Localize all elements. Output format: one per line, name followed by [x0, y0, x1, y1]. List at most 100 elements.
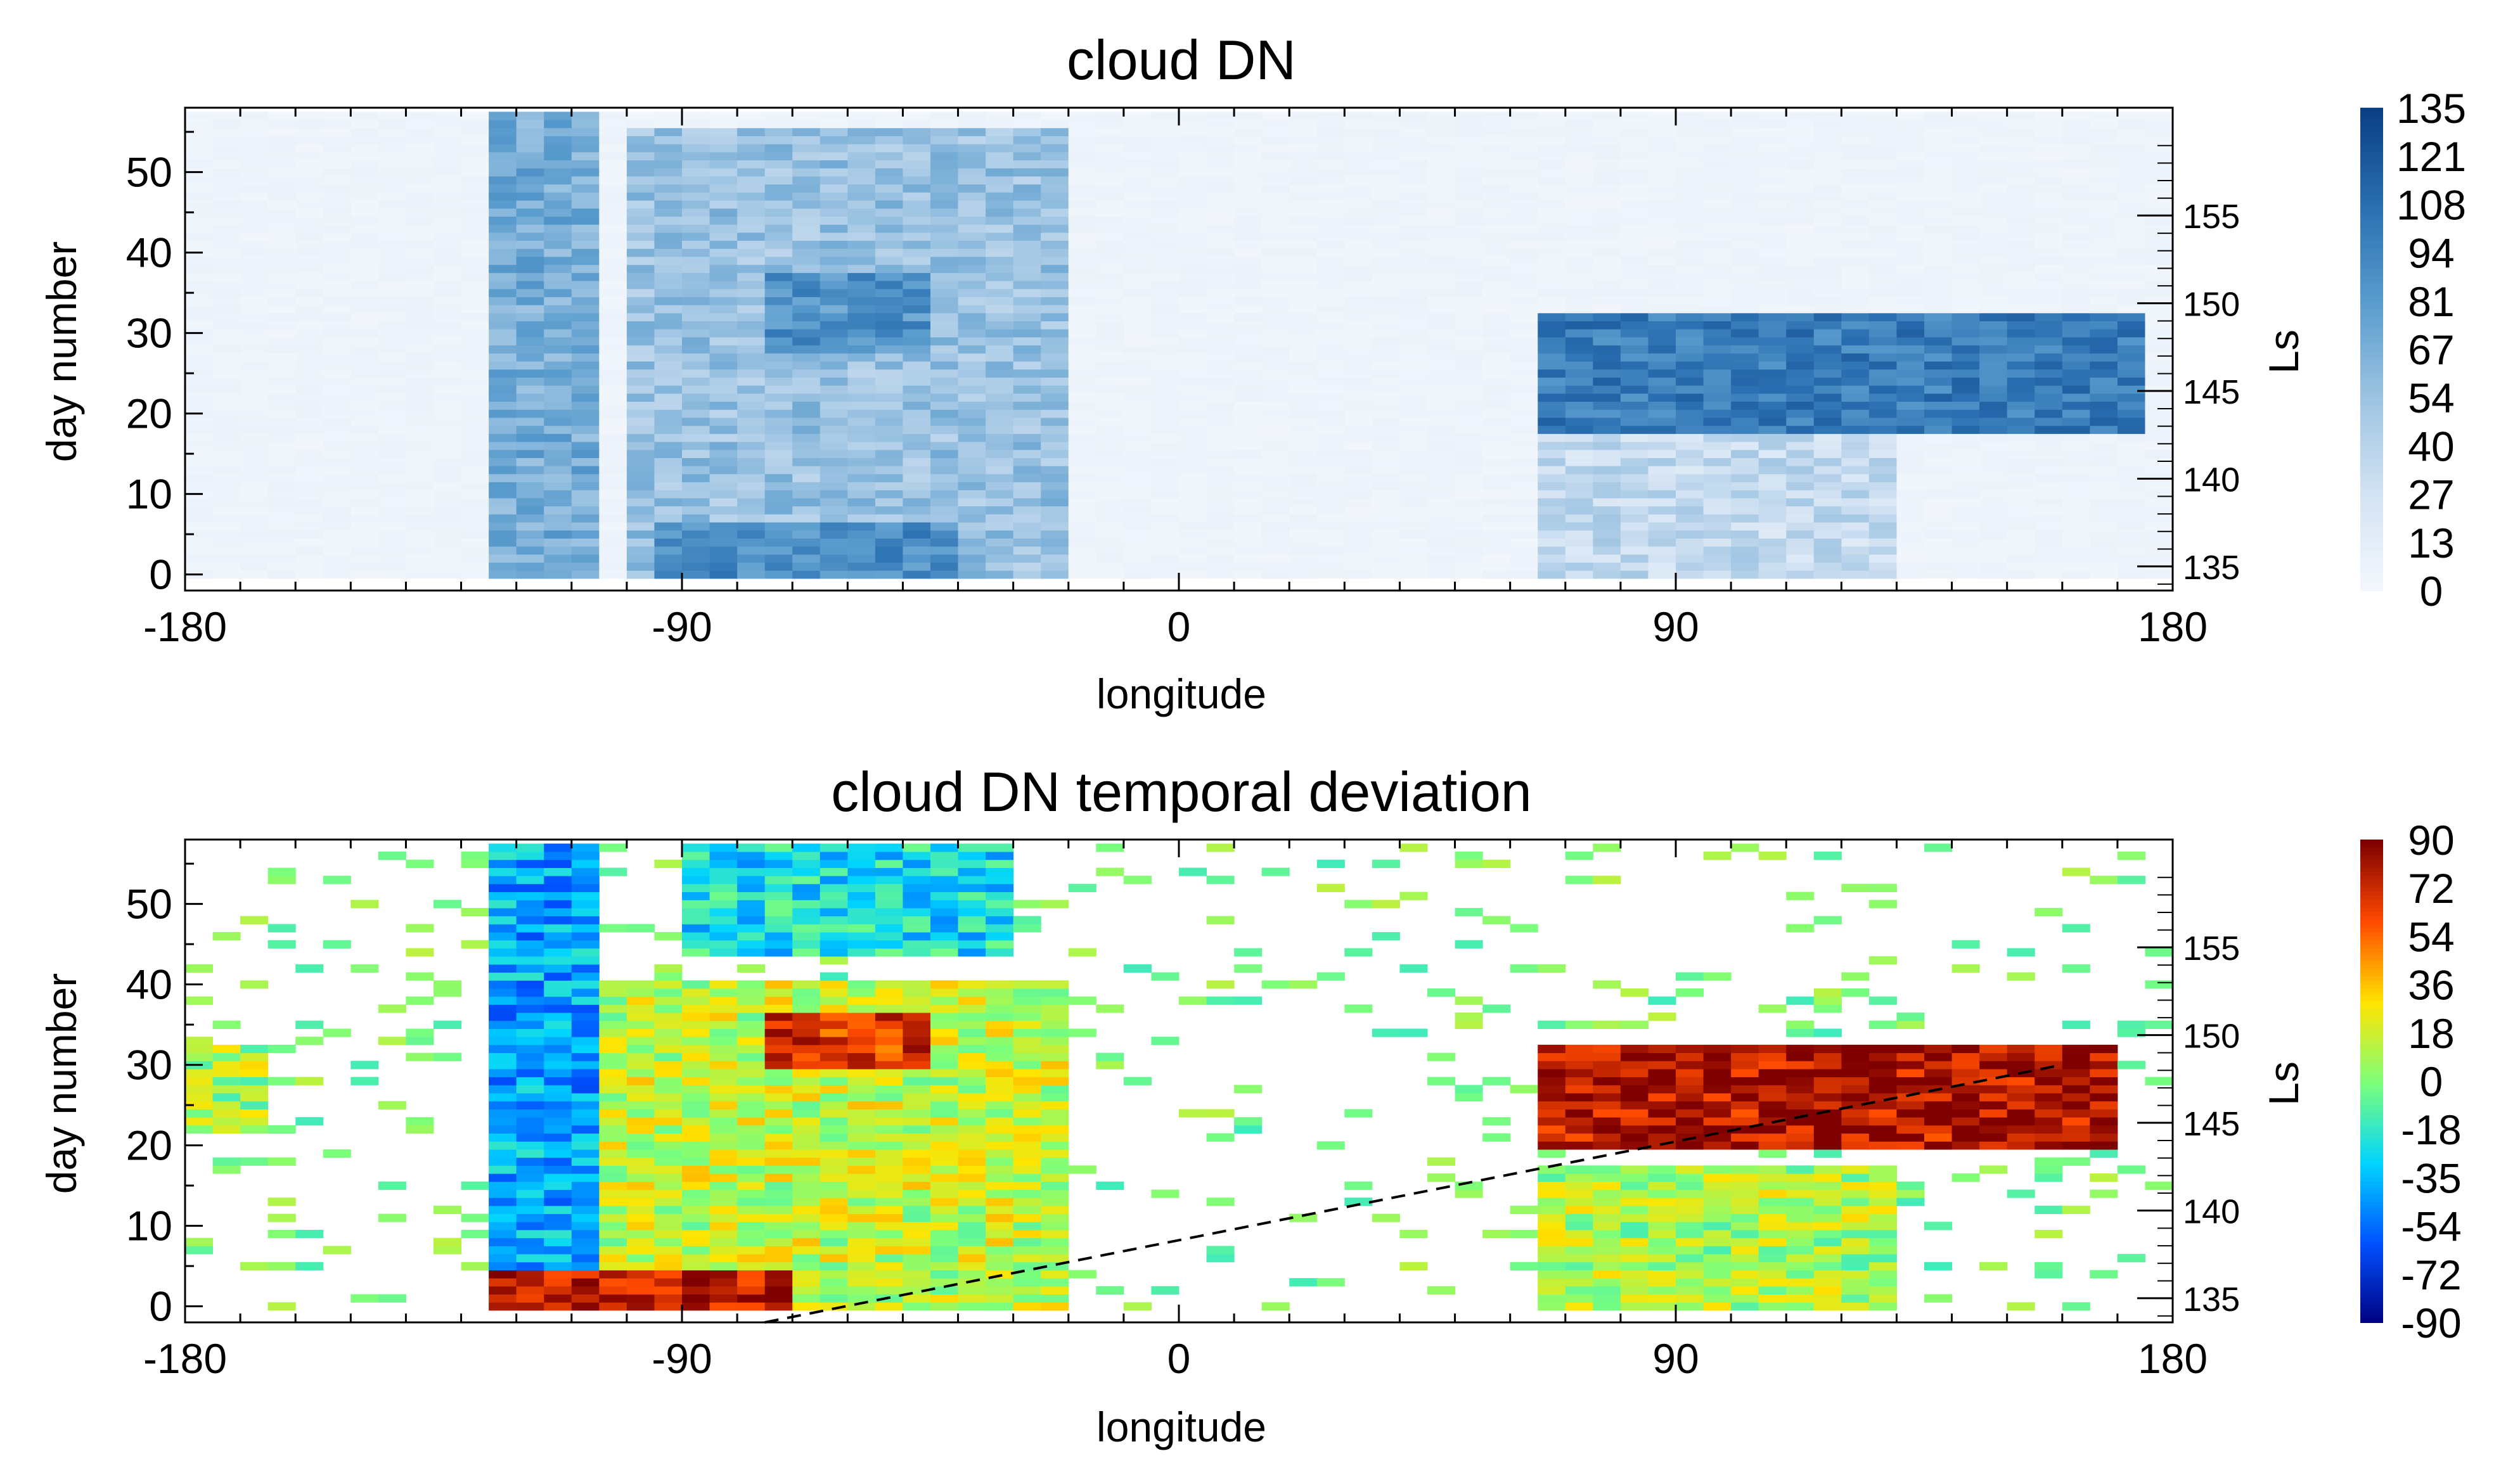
heatmap-cell [1648, 1254, 1676, 1263]
heatmap-cell [1676, 562, 1704, 571]
heatmap-cell [1096, 506, 1124, 514]
heatmap-cell [1648, 168, 1676, 177]
heatmap-cell [1565, 1294, 1593, 1303]
heatmap-cell [350, 433, 379, 442]
heatmap-cell [1399, 514, 1428, 523]
heatmap-cell [295, 240, 324, 249]
heatmap-cell [2117, 208, 2145, 217]
heatmap-cell [1261, 385, 1290, 394]
heatmap-cell [516, 417, 544, 426]
heatmap-cell [1786, 538, 1815, 547]
heatmap-cell [1151, 530, 1180, 539]
heatmap-cell [1289, 482, 1318, 490]
heatmap-cell [847, 151, 876, 161]
heatmap-cell [1427, 208, 1456, 217]
colorbar-segment [2360, 272, 2383, 278]
heatmap-cell [1013, 1286, 1041, 1295]
x-tick-label: -90 [652, 603, 712, 650]
heatmap-cell [1620, 546, 1649, 555]
heatmap-cell [1013, 442, 1041, 451]
heatmap-cell [930, 1222, 959, 1230]
right-tick-label: 155 [2183, 198, 2240, 236]
heatmap-cell [1316, 208, 1345, 217]
heatmap-cell [626, 192, 655, 201]
heatmap-cell [295, 401, 324, 410]
heatmap-cell [958, 473, 986, 483]
heatmap-cell [737, 1189, 766, 1198]
heatmap-cell [1676, 1286, 1704, 1295]
heatmap-cell [2062, 554, 2090, 563]
heatmap-cell [2035, 466, 2063, 475]
heatmap-cell [1068, 522, 1096, 531]
colorbar-segment [2360, 558, 2383, 563]
heatmap-cell [1234, 176, 1263, 185]
heatmap-cell [571, 240, 600, 249]
heatmap-cell [875, 1262, 903, 1270]
colorbar-segment [2360, 473, 2383, 479]
heatmap-cell [1510, 1262, 1538, 1270]
heatmap-cell [986, 112, 1014, 120]
heatmap-cell [820, 514, 848, 523]
heatmap-cell [958, 1262, 986, 1270]
heatmap-cell [1979, 224, 2008, 233]
colorbar-segment [2360, 160, 2383, 165]
heatmap-cell [1041, 497, 1069, 507]
heatmap-cell [489, 1270, 517, 1279]
heatmap-cell [682, 312, 710, 322]
heatmap-cell [1896, 562, 1925, 571]
heatmap-cell [1261, 144, 1290, 153]
heatmap-cell [2090, 321, 2118, 329]
heatmap-cell [875, 490, 903, 499]
heatmap-cell [1068, 144, 1096, 153]
heatmap-cell [323, 570, 351, 579]
heatmap-cell [1786, 522, 1815, 531]
colorbar-segment [2360, 574, 2383, 579]
heatmap-cell [1758, 393, 1787, 402]
heatmap-cell [267, 457, 296, 466]
heatmap-cell [2062, 336, 2090, 346]
heatmap-cell [1731, 401, 1759, 410]
heatmap-cell [323, 433, 351, 442]
heatmap-cell [1041, 112, 1069, 120]
heatmap-cell [875, 1198, 903, 1206]
heatmap-cell [958, 1222, 986, 1230]
heatmap-cell [1399, 497, 1428, 507]
heatmap-cell [1206, 473, 1235, 483]
colorbar-segment [2360, 115, 2383, 121]
heatmap-cell [1455, 554, 1483, 563]
heatmap-cell [709, 216, 738, 225]
heatmap-cell [847, 562, 876, 571]
heatmap-cell [1013, 208, 1041, 217]
heatmap-cell [1703, 1229, 1732, 1239]
heatmap-cell [2062, 562, 2090, 571]
heatmap-cell [599, 473, 627, 483]
heatmap-cell [295, 473, 324, 483]
heatmap-cell [1510, 409, 1538, 418]
heatmap-cell [1151, 248, 1180, 257]
heatmap-cell [737, 369, 766, 378]
heatmap-cell [1234, 256, 1263, 265]
heatmap-cell [875, 385, 903, 394]
heatmap-cell [1758, 522, 1787, 531]
heatmap-cell [489, 1254, 517, 1263]
heatmap-cell [1372, 538, 1400, 547]
heatmap-cell [2145, 433, 2173, 442]
heatmap-cell [295, 136, 324, 144]
heatmap-cell [764, 361, 793, 370]
heatmap-cell [1041, 562, 1069, 571]
heatmap-cell [1951, 281, 1980, 290]
heatmap-cell [1179, 570, 1207, 579]
heatmap-cell [489, 1198, 517, 1206]
heatmap-cell [1731, 353, 1759, 362]
heatmap-cell [1372, 216, 1400, 225]
heatmap-cell [1206, 345, 1235, 354]
heatmap-cell [1427, 216, 1456, 225]
heatmap-cell [2145, 192, 2173, 201]
heatmap-cell [847, 1198, 876, 1206]
heatmap-cell [1538, 1262, 1566, 1270]
heatmap-cell [737, 256, 766, 265]
heatmap-cell [2062, 312, 2090, 322]
heatmap-cell [544, 353, 572, 362]
heatmap-cell [1813, 377, 1842, 386]
heatmap-cell [930, 369, 959, 378]
